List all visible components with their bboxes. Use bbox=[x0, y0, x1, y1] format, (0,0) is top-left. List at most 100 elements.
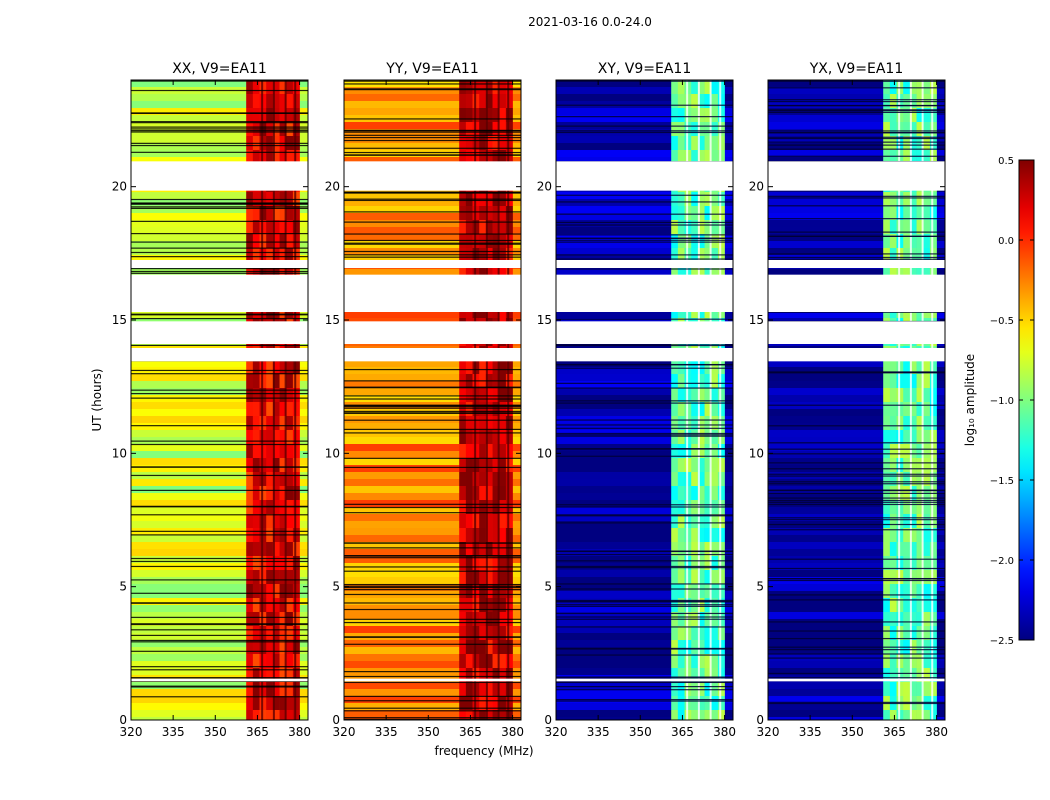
heatmap-cell bbox=[717, 514, 725, 528]
heatmap-cell bbox=[704, 514, 712, 528]
heatmap-cell bbox=[916, 542, 924, 556]
heatmap-row bbox=[768, 486, 945, 493]
heatmap-cell bbox=[697, 94, 705, 108]
heatmap-cell bbox=[889, 374, 897, 388]
heatmap-cell bbox=[252, 612, 260, 626]
heatmap-row bbox=[344, 423, 521, 430]
flagged-line bbox=[131, 592, 308, 594]
heatmap-cell bbox=[499, 584, 507, 598]
heatmap-cell bbox=[677, 486, 685, 500]
heatmap-cell bbox=[499, 626, 507, 640]
heatmap-row bbox=[768, 710, 945, 717]
heatmap-row bbox=[768, 143, 945, 150]
heatmap-cell bbox=[697, 514, 705, 528]
heatmap-cell bbox=[903, 626, 911, 640]
heatmap-row bbox=[768, 507, 945, 514]
heatmap-row bbox=[556, 451, 733, 458]
heatmap-cell bbox=[279, 668, 287, 682]
heatmap-cell bbox=[916, 416, 924, 430]
heatmap-cell bbox=[286, 514, 294, 528]
heatmap-cell bbox=[909, 206, 917, 220]
heatmap-row bbox=[556, 395, 733, 402]
heatmap-row bbox=[344, 416, 521, 423]
heatmap-cell bbox=[909, 248, 917, 262]
heatmap-cell bbox=[246, 220, 254, 234]
heatmap-cell bbox=[691, 220, 699, 234]
heatmap-cell bbox=[677, 710, 685, 720]
heatmap-cell bbox=[465, 136, 473, 150]
heatmap-cell bbox=[929, 94, 937, 108]
heatmap-cell bbox=[286, 710, 294, 720]
heatmap-cell bbox=[697, 556, 705, 570]
heatmap-cell bbox=[459, 220, 467, 234]
flagged-line bbox=[768, 579, 945, 582]
heatmap-cell bbox=[286, 388, 294, 402]
heatmap-row bbox=[768, 598, 945, 605]
heatmap-row bbox=[768, 115, 945, 122]
heatmap-cell bbox=[883, 206, 891, 220]
heatmap-cell bbox=[252, 514, 260, 528]
heatmap-row bbox=[131, 514, 308, 521]
heatmap-cell bbox=[246, 374, 254, 388]
flagged-line bbox=[344, 710, 521, 712]
heatmap-cell bbox=[465, 584, 473, 598]
heatmap-cell bbox=[923, 612, 931, 626]
heatmap-cell bbox=[717, 360, 725, 374]
flagged-line bbox=[131, 579, 308, 581]
heatmap-row bbox=[344, 381, 521, 388]
channel-gap bbox=[921, 80, 924, 720]
heatmap-cell bbox=[246, 80, 254, 94]
heatmap-row bbox=[768, 626, 945, 633]
heatmap-cell bbox=[465, 360, 473, 374]
flagged-line bbox=[556, 435, 733, 437]
flagged-line bbox=[556, 689, 733, 691]
heatmap-row bbox=[768, 535, 945, 542]
heatmap-cell bbox=[916, 528, 924, 542]
heatmap-cell bbox=[246, 472, 254, 486]
heatmap-row bbox=[131, 458, 308, 465]
heatmap-cell bbox=[479, 640, 487, 654]
heatmap-cell bbox=[677, 430, 685, 444]
heatmap-cell bbox=[697, 486, 705, 500]
channel-gap bbox=[474, 80, 477, 720]
heatmap-cell bbox=[916, 570, 924, 584]
y-tick-label: 0 bbox=[332, 713, 340, 727]
flagged-line bbox=[131, 629, 308, 631]
flagged-line bbox=[131, 89, 308, 92]
heatmap-cell bbox=[677, 458, 685, 472]
colorbar-tick-label: −0.5 bbox=[990, 316, 1014, 327]
heatmap-row bbox=[344, 444, 521, 451]
heatmap-cell bbox=[499, 136, 507, 150]
heatmap-cell bbox=[246, 94, 254, 108]
heatmap-cell bbox=[923, 374, 931, 388]
heatmap-cell bbox=[704, 668, 712, 682]
heatmap-cell bbox=[505, 654, 513, 668]
heatmap-row bbox=[131, 94, 308, 101]
heatmap-row bbox=[556, 507, 733, 514]
heatmap-cell bbox=[711, 626, 719, 640]
heatmap-cell bbox=[909, 458, 917, 472]
flagged-line bbox=[556, 434, 733, 436]
x-tick-label: 320 bbox=[545, 725, 568, 739]
heatmap-row bbox=[556, 654, 733, 661]
flagged-range bbox=[556, 161, 733, 191]
heatmap-cell bbox=[909, 136, 917, 150]
heatmap-cell bbox=[677, 388, 685, 402]
heatmap-cell bbox=[286, 626, 294, 640]
heatmap-cell bbox=[677, 374, 685, 388]
heatmap-cell bbox=[883, 542, 891, 556]
heatmap-cell bbox=[691, 444, 699, 458]
heatmap-row bbox=[344, 255, 521, 262]
heatmap-row bbox=[768, 206, 945, 213]
channel-gap bbox=[485, 80, 488, 720]
heatmap-cell bbox=[272, 444, 280, 458]
heatmap-cell bbox=[923, 416, 931, 430]
flagged-line bbox=[768, 101, 945, 103]
heatmap-cell bbox=[266, 458, 274, 472]
flagged-line bbox=[768, 141, 945, 143]
heatmap-cell bbox=[903, 612, 911, 626]
heatmap-cell bbox=[704, 640, 712, 654]
heatmap-cell bbox=[929, 612, 937, 626]
flagged-line bbox=[131, 256, 308, 258]
heatmap-cell bbox=[916, 626, 924, 640]
